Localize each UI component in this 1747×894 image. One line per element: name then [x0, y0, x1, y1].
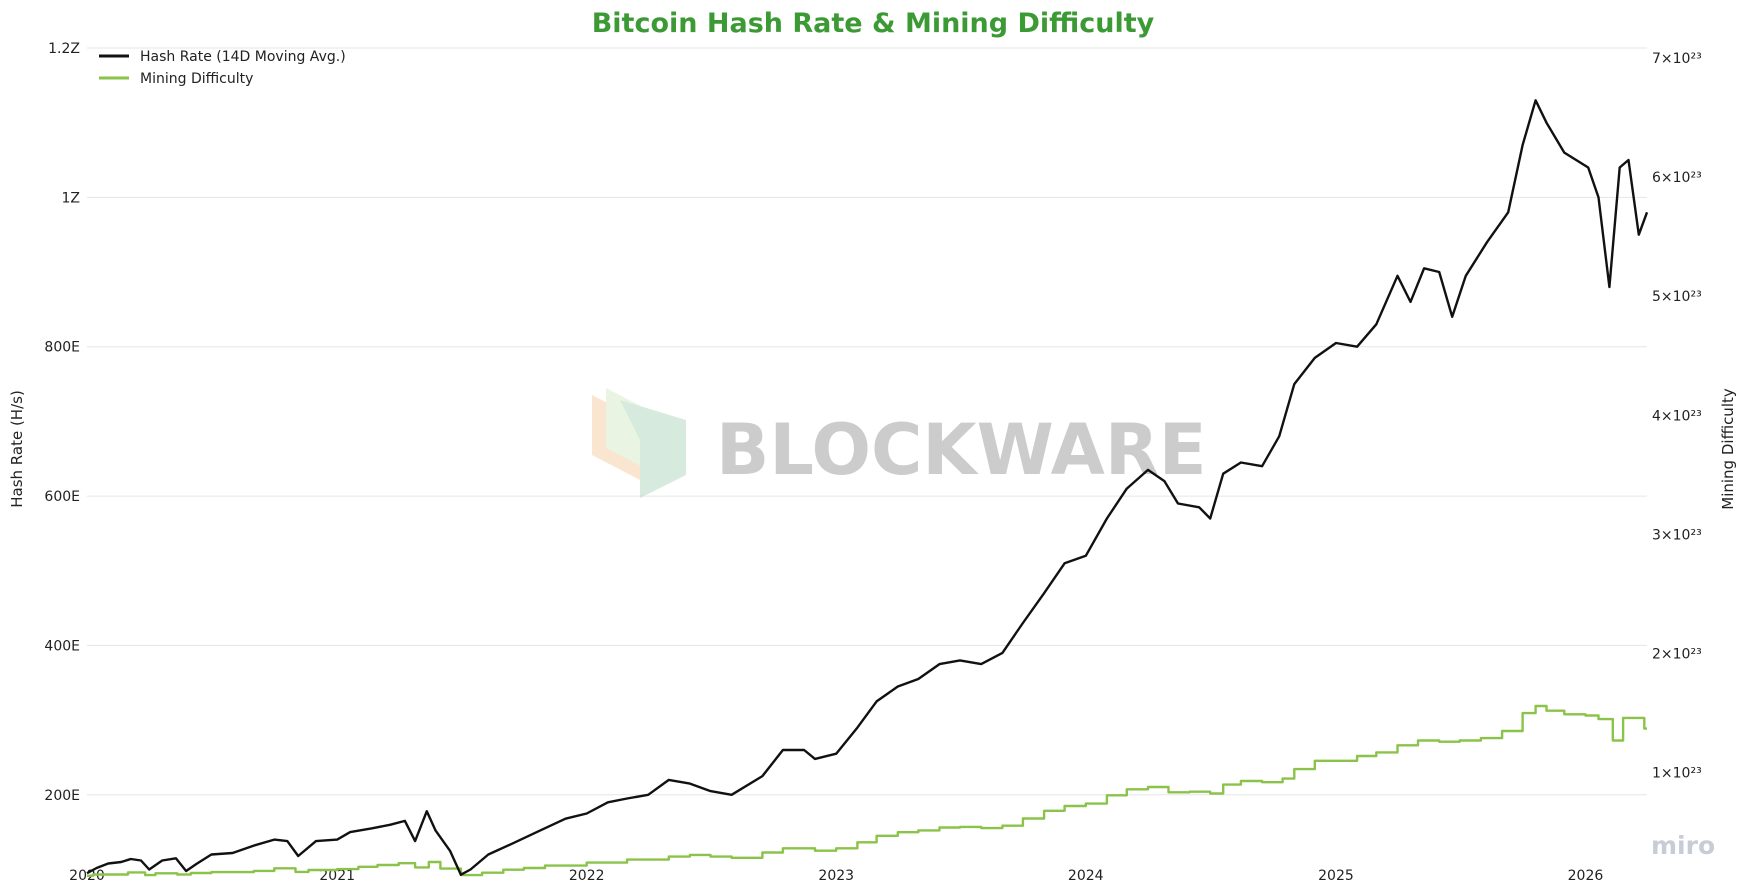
right-tick-label: 3×10²³: [1652, 527, 1702, 543]
chart-title: Bitcoin Hash Rate & Mining Difficulty: [592, 8, 1155, 39]
watermark-text: BLOCKWARE: [716, 409, 1207, 491]
left-tick-label: 200E: [44, 788, 80, 804]
series-hashrate-line: [86, 99, 1649, 876]
left-tick-label: 1Z: [62, 190, 81, 206]
x-tick-label: 2026: [1568, 868, 1604, 884]
left-tick-label: 600E: [44, 489, 80, 505]
right-tick-label: 4×10²³: [1652, 408, 1702, 424]
x-tick-label: 2021: [319, 868, 355, 884]
right-tick-label: 1×10²³: [1652, 766, 1702, 782]
right-axis-ticks: 1×10²³ 2×10²³ 3×10²³ 4×10²³ 5×10²³ 6×10²³ 7×10…: [1652, 51, 1702, 782]
blockware-watermark: BLOCKWARE: [592, 388, 1207, 498]
right-tick-label: 7×10²³: [1652, 51, 1702, 67]
left-axis-ticks: 200E 400E 600E 800E 1Z 1.2Z: [44, 41, 80, 804]
left-tick-label: 400E: [44, 638, 80, 654]
x-tick-label: 2022: [569, 868, 605, 884]
left-tick-label: 1.2Z: [48, 41, 80, 57]
right-tick-label: 6×10²³: [1652, 170, 1702, 186]
blockware-logo-icon: [592, 388, 686, 498]
left-tick-label: 800E: [44, 340, 80, 356]
legend-label-hashrate: Hash Rate (14D Moving Avg.): [140, 49, 346, 65]
right-tick-label: 2×10²³: [1652, 647, 1702, 663]
legend: Hash Rate (14D Moving Avg.) Mining Diffi…: [99, 49, 346, 87]
right-axis-title: Mining Difficulty: [1719, 388, 1737, 510]
miro-credit: miro: [1651, 831, 1715, 860]
left-axis-title: Hash Rate (H/s): [8, 390, 26, 508]
x-tick-label: 2023: [818, 868, 854, 884]
series-layer: [86, 99, 1649, 877]
grid-lines: [87, 47, 1647, 796]
right-tick-label: 5×10²³: [1652, 289, 1702, 305]
legend-label-difficulty: Mining Difficulty: [140, 71, 253, 87]
x-tick-label: 2024: [1068, 868, 1104, 884]
x-tick-label: 2025: [1318, 868, 1354, 884]
series-difficulty-line: [87, 704, 1647, 877]
x-axis-ticks: 2020 2021 2022 2023 2024 2025 2026: [69, 868, 1603, 884]
